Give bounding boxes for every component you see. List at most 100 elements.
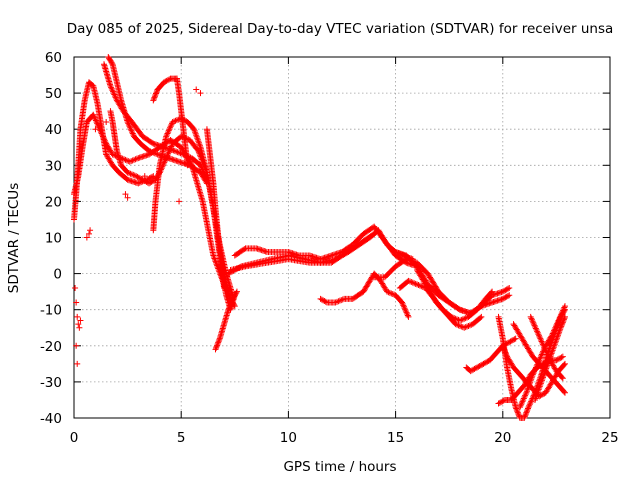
data-point	[338, 297, 345, 304]
y-tick-label: 20	[45, 194, 62, 210]
data-point	[403, 309, 410, 316]
data-point	[489, 288, 496, 295]
data-point	[335, 298, 342, 305]
data-point	[228, 298, 235, 305]
data-point	[524, 405, 531, 412]
data-point	[76, 324, 83, 331]
data-point	[151, 93, 158, 100]
data-point	[524, 406, 531, 413]
data-point	[131, 172, 138, 179]
data-point	[129, 157, 136, 164]
y-tick-label: -30	[40, 375, 62, 391]
y-tick-label: 10	[45, 231, 62, 247]
data-point	[468, 367, 475, 374]
data-point	[172, 117, 179, 124]
data-point	[211, 255, 218, 262]
data-point	[560, 307, 567, 314]
data-point	[488, 289, 495, 296]
data-point	[540, 391, 547, 398]
data-point	[418, 283, 425, 290]
data-point	[501, 295, 508, 302]
data-point	[225, 306, 232, 313]
data-point	[530, 319, 537, 326]
data-point	[481, 360, 488, 367]
data-point	[499, 288, 506, 295]
data-point	[464, 323, 471, 330]
data-point	[127, 170, 134, 177]
data-point	[554, 320, 561, 327]
data-point	[549, 331, 556, 338]
data-point	[165, 129, 172, 136]
data-point	[399, 299, 406, 306]
data-point	[499, 398, 506, 405]
data-point	[561, 360, 568, 367]
x-tick-label: 15	[387, 430, 404, 446]
data-point	[530, 321, 537, 328]
data-point	[126, 170, 133, 177]
data-point	[532, 324, 539, 331]
data-point	[77, 317, 84, 324]
data-point	[528, 315, 535, 322]
data-point	[415, 282, 422, 289]
data-point	[152, 91, 159, 98]
data-point	[226, 269, 233, 276]
data-point	[400, 302, 407, 309]
chart-title: Day 085 of 2025, Sidereal Day-to-day VTE…	[67, 21, 614, 37]
data-point	[149, 139, 156, 146]
data-point	[506, 285, 513, 292]
data-point	[466, 322, 473, 329]
data-point	[459, 316, 466, 323]
data-point	[518, 401, 525, 408]
data-point	[535, 331, 542, 338]
data-point	[558, 311, 565, 318]
data-point	[241, 246, 248, 253]
data-point	[146, 175, 153, 182]
data-point	[73, 299, 80, 306]
data-point	[559, 319, 566, 326]
data-point	[478, 313, 485, 320]
data-point	[552, 323, 559, 330]
data-point	[173, 148, 180, 155]
data-point	[479, 361, 486, 368]
data-point	[128, 127, 135, 134]
data-points	[71, 54, 568, 421]
data-point	[389, 291, 396, 298]
data-point	[107, 82, 114, 89]
data-point	[529, 318, 536, 325]
data-point	[150, 95, 157, 102]
x-axis-label: GPS time / hours	[283, 459, 396, 475]
data-point	[501, 287, 508, 294]
data-point	[97, 127, 104, 134]
data-point	[401, 305, 408, 312]
data-point	[510, 337, 517, 344]
data-point	[100, 134, 107, 141]
data-point	[500, 345, 507, 352]
data-point	[109, 87, 116, 94]
data-point	[141, 173, 148, 180]
data-point	[456, 322, 463, 329]
data-point	[462, 315, 469, 322]
data-point	[336, 297, 343, 304]
data-point	[193, 86, 200, 93]
data-point	[404, 311, 411, 318]
data-point	[169, 118, 176, 125]
data-point	[518, 399, 525, 406]
data-point	[147, 174, 154, 181]
data-point	[92, 117, 99, 124]
data-point	[560, 317, 567, 324]
y-tick-label: -20	[40, 339, 62, 355]
data-point	[184, 162, 191, 169]
data-point	[455, 305, 462, 312]
data-point	[321, 298, 328, 305]
data-point	[212, 346, 219, 353]
data-point	[503, 352, 510, 359]
data-point	[416, 282, 423, 289]
data-point	[503, 286, 510, 293]
data-point	[153, 90, 160, 97]
data-point	[557, 324, 564, 331]
data-point	[177, 150, 184, 157]
data-point	[561, 313, 568, 320]
data-point	[561, 388, 568, 395]
data-point	[74, 360, 81, 367]
